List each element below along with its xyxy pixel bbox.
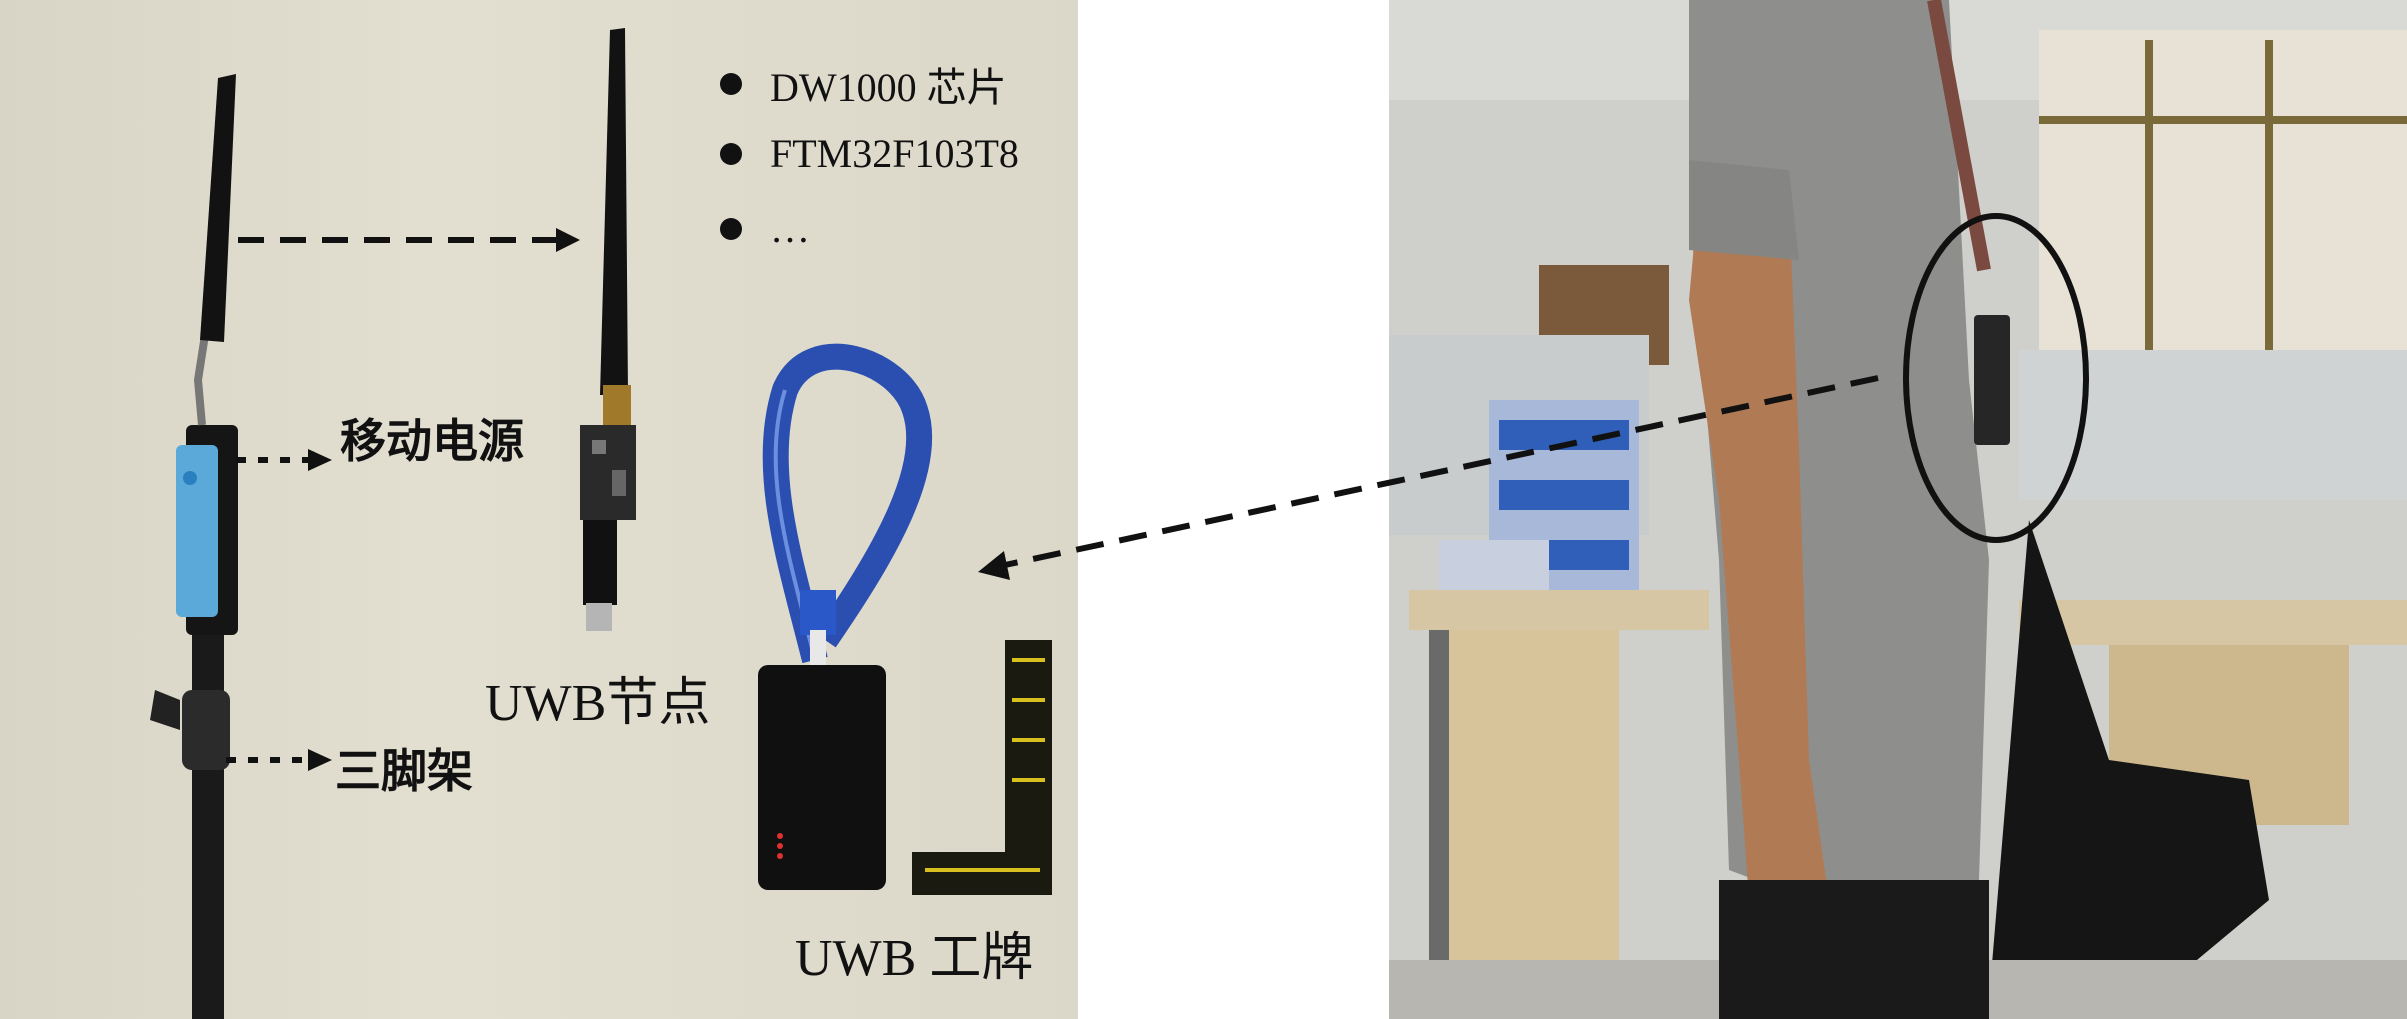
bullet-item-mcu: FTM32F103T8 xyxy=(720,130,1019,177)
uwb-badge-case xyxy=(758,665,886,890)
bullet-dot xyxy=(720,142,742,165)
uwb-node-chip xyxy=(592,440,606,454)
bullet-item-chip: DW1000 芯片 xyxy=(720,55,1007,113)
equipment-photo-panel: DW1000 芯片 FTM32F103T8 … 移动电源 三脚架 UWB节点 U… xyxy=(0,0,1078,1019)
bullet-item-more: … xyxy=(720,205,810,252)
bullet-text: DW1000 芯片 xyxy=(770,65,1007,110)
badge-led xyxy=(777,833,783,839)
desk-leg xyxy=(1429,630,1449,1019)
power-bank-label: 移动电源 xyxy=(340,414,524,468)
antenna-cable xyxy=(193,334,209,426)
arrowhead-power-bank xyxy=(308,449,332,471)
worn-badge xyxy=(1974,315,2010,445)
arrowhead-node xyxy=(556,228,580,252)
lanyard xyxy=(762,343,933,664)
bullet-text: FTM32F103T8 xyxy=(770,131,1019,176)
uwb-badge-pcb xyxy=(912,640,1052,895)
uwb-node-usb-body xyxy=(583,520,617,605)
equipment-illustration xyxy=(150,28,1052,1019)
tripod-clamp xyxy=(182,690,230,770)
drawer-cabinet xyxy=(1449,630,1619,1019)
person-pants xyxy=(1719,880,1989,1019)
arrowhead-tripod xyxy=(308,749,332,771)
person-lanyard xyxy=(1927,0,1991,272)
bullet-dot xyxy=(720,73,742,95)
power-bank xyxy=(176,445,218,617)
office-scene xyxy=(1389,0,2407,1019)
window-frame xyxy=(2039,40,2407,350)
bullet-dot xyxy=(720,217,742,240)
uwb-node-label: UWB节点 xyxy=(485,675,711,732)
uwb-node-usb-plug xyxy=(586,603,612,631)
person-sleeve xyxy=(1689,160,1799,260)
pcb-traces xyxy=(925,658,1045,872)
lanyard-ring xyxy=(810,630,826,670)
badge-led xyxy=(777,843,783,849)
uwb-badge-label: UWB 工牌 xyxy=(795,930,1034,987)
window xyxy=(2039,30,2407,360)
office-chair xyxy=(1989,520,2269,1000)
badge-highlight-ellipse xyxy=(1903,213,2089,543)
arrow-lines xyxy=(226,237,560,763)
lanyard-clip xyxy=(800,590,836,635)
power-bank-led xyxy=(183,471,197,485)
partition-right xyxy=(2019,350,2407,500)
uwb-node-component xyxy=(612,470,626,496)
uwb-node-connector xyxy=(603,385,631,430)
tripod-pole xyxy=(192,600,224,1019)
badge-led xyxy=(777,853,783,859)
tripod-label: 三脚架 xyxy=(335,744,473,798)
wearing-demo-photo-panel xyxy=(1389,0,2407,1019)
bullet-text: … xyxy=(770,206,810,251)
uwb-node-board xyxy=(580,425,636,520)
desk-right xyxy=(2019,600,2407,645)
tripod-antenna xyxy=(200,74,236,342)
desk-left xyxy=(1409,590,1709,630)
arrow-heads xyxy=(308,228,580,771)
uwb-node-antenna xyxy=(600,28,628,395)
tripod-knob xyxy=(150,690,180,730)
